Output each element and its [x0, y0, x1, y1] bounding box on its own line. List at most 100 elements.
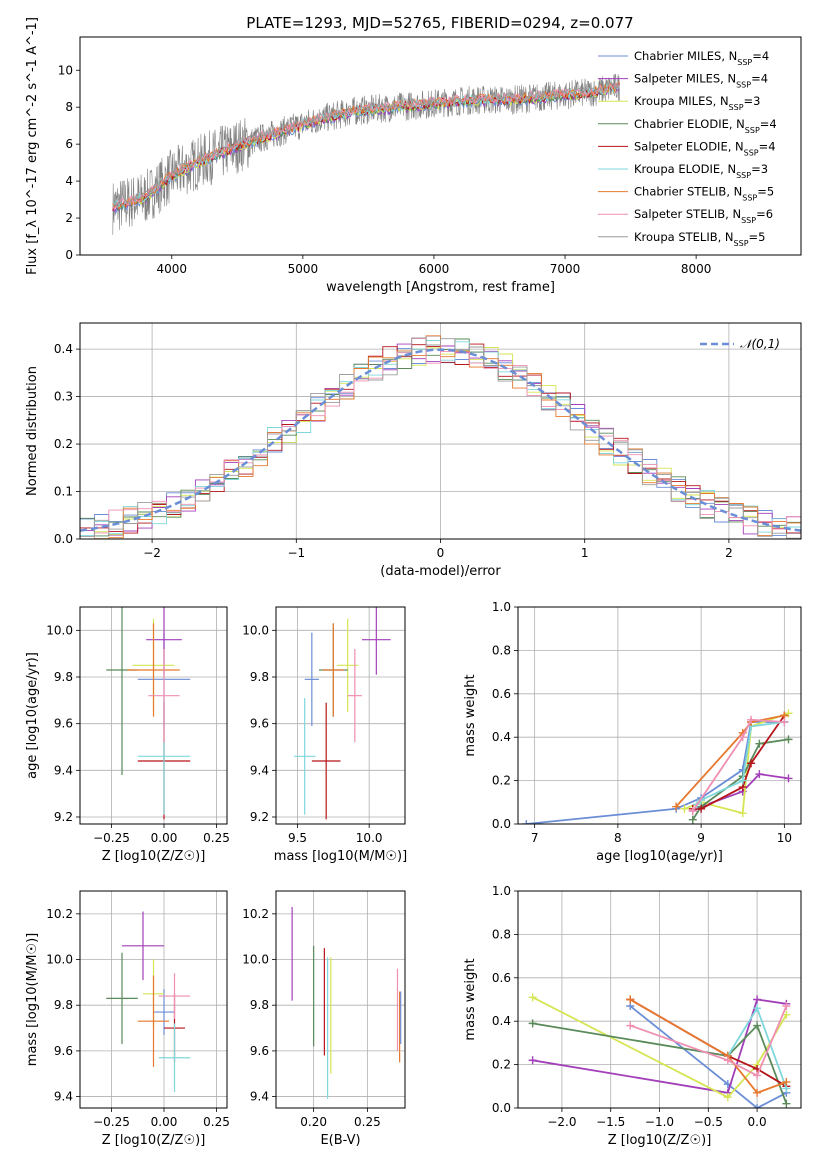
- mass_weight_vs_Z-marks: [528, 993, 791, 1108]
- x-tick-label: 0.25: [354, 1115, 381, 1129]
- plus-marker: [738, 776, 747, 785]
- plus-marker: [688, 806, 697, 815]
- y-tick-label: 0.0: [492, 1101, 511, 1115]
- y-tick-label: 9.8: [54, 670, 73, 684]
- plus-marker: [753, 1071, 762, 1080]
- y-axis-label: mass [log10(M/M☉)]: [25, 933, 40, 1066]
- error-cross: [322, 623, 345, 717]
- error-cross: [137, 975, 170, 1067]
- residuals-marks: [80, 335, 801, 539]
- y-tick-label: 9.6: [54, 717, 73, 731]
- legend-label: Chabrier STELIB, NSSP=5: [634, 185, 774, 203]
- x-axis-label: mass [log10(M/M☉)]: [274, 849, 407, 864]
- y-tick-label: 0.8: [492, 643, 511, 657]
- x-tick-label: −0.5: [694, 1115, 723, 1129]
- x-tick-label: 8: [614, 831, 622, 845]
- gaussian-legend: 𝒩(0,1): [700, 337, 780, 351]
- plus-marker: [528, 993, 537, 1002]
- plus-marker: [753, 1104, 762, 1108]
- plus-marker: [680, 804, 689, 813]
- plot-area: [518, 607, 801, 824]
- weight-line: [629, 998, 787, 1094]
- mass_vs_Z-axes: −0.25 0.00 0.25 9.4 9.6 9.8 10.0 10.2 Z [log10(Z…: [25, 890, 230, 1148]
- plus-marker: [753, 1004, 762, 1013]
- error-cross: [311, 702, 341, 820]
- y-tick-label: 0.0: [54, 532, 73, 546]
- plus-marker: [782, 1099, 791, 1108]
- x-tick-label: 7000: [550, 262, 581, 276]
- weight-line: [692, 718, 785, 812]
- y-tick-label: 6: [65, 137, 73, 151]
- plus-marker: [522, 820, 531, 824]
- legend-value: =4: [760, 117, 777, 131]
- x-tick-label: 10: [777, 831, 792, 845]
- y-tick-label: 9.4: [250, 763, 269, 777]
- model-spectrum-8: [112, 81, 620, 209]
- weight-line: [526, 721, 785, 824]
- x-tick-label: 2: [725, 546, 733, 560]
- axes-frame: [79, 36, 802, 256]
- plus-marker: [780, 718, 789, 727]
- weight-line: [532, 998, 787, 1094]
- y-tick-label: 0.2: [492, 1058, 511, 1072]
- plus-marker: [782, 1077, 791, 1086]
- y-tick-label: 9.2: [54, 810, 73, 824]
- plus-marker: [738, 809, 747, 818]
- x-tick-label: −1: [287, 546, 305, 560]
- weight-line: [629, 1005, 788, 1077]
- y-axis-label: age [log10(age/yr)]: [25, 652, 40, 779]
- mass_vs_ebv-marks: [291, 906, 402, 1099]
- legend-subscript: SSP: [742, 193, 757, 202]
- y-axis-label: Normed distribution: [25, 366, 40, 496]
- legend-subscript: SSP: [737, 58, 752, 67]
- x-tick-label: 9: [697, 831, 705, 845]
- legend-value: =4: [759, 139, 776, 153]
- y-tick-label: 9.4: [250, 1090, 269, 1104]
- axes-frame: [79, 606, 228, 825]
- x-axis-label: E(B-V): [320, 1133, 360, 1148]
- y-axis-label: Flux [f_λ 10^-17 erg cm^-2 s^-1 A^-1]: [25, 17, 40, 275]
- y-tick-label: 0: [65, 248, 73, 262]
- error-cross: [293, 698, 316, 815]
- plus-marker: [528, 1056, 537, 1065]
- legend-subscript: SSP: [736, 171, 751, 180]
- y-tick-label: 9.4: [54, 763, 73, 777]
- error-cross: [347, 649, 362, 743]
- x-tick-label: −1.0: [645, 1115, 674, 1129]
- plus-marker: [723, 1093, 732, 1102]
- plot-area: [276, 891, 405, 1108]
- weight-line: [532, 1022, 788, 1105]
- y-tick-label: 0.6: [492, 687, 511, 701]
- legend-subscript: SSP: [744, 148, 759, 157]
- y-tick-label: 9.8: [250, 670, 269, 684]
- legend-value: =3: [751, 162, 768, 176]
- plus-marker: [747, 715, 756, 724]
- y-tick-label: 4: [65, 174, 73, 188]
- x-axis-label: Z [log10(Z/Z☉)]: [608, 1133, 712, 1148]
- x-tick-label: −2: [143, 546, 161, 560]
- plus-marker: [782, 1002, 791, 1011]
- legend-label: 𝒩(0,1): [740, 337, 780, 351]
- y-tick-label: 9.2: [250, 810, 269, 824]
- y-tick-label: 9.8: [250, 998, 269, 1012]
- legend-subscript: SSP: [736, 80, 751, 89]
- x-tick-label: 1: [581, 546, 589, 560]
- mass_weight_vs_age-axes: 7 8 9 10 0.0 0.2 0.4 0.6 0.8 1.0 age [log10(age/yr…: [463, 600, 802, 864]
- y-tick-label: 0.3: [54, 390, 73, 404]
- error-cross: [148, 649, 180, 743]
- mass_weight_vs_Z-axes: −2.0 −1.5 −1.0 −0.5 0.0 0.0 0.2 0.4 0.6 0.8 1.0 Z […: [463, 884, 802, 1148]
- legend-label: Salpeter ELODIE, NSSP=4: [634, 139, 776, 157]
- legend-subscript: SSP: [734, 238, 749, 247]
- age_vs_Z-marks: [106, 607, 191, 820]
- x-tick-label: 4000: [156, 262, 187, 276]
- weight-line: [629, 1005, 787, 1108]
- y-tick-label: 2: [65, 211, 73, 225]
- legend-label: Chabrier ELODIE, NSSP=4: [634, 117, 777, 135]
- axes-frame: [79, 890, 228, 1109]
- y-tick-label: 0.6: [492, 971, 511, 985]
- residuals-axes: −2 −1 0 1 2 0.0 0.1 0.2 0.3 0.4 (data-model)/error…: [25, 322, 802, 579]
- x-axis-label: Z [log10(Z/Z☉)]: [102, 849, 206, 864]
- y-tick-label: 0.4: [54, 342, 73, 356]
- observed-spectrum: [112, 73, 621, 235]
